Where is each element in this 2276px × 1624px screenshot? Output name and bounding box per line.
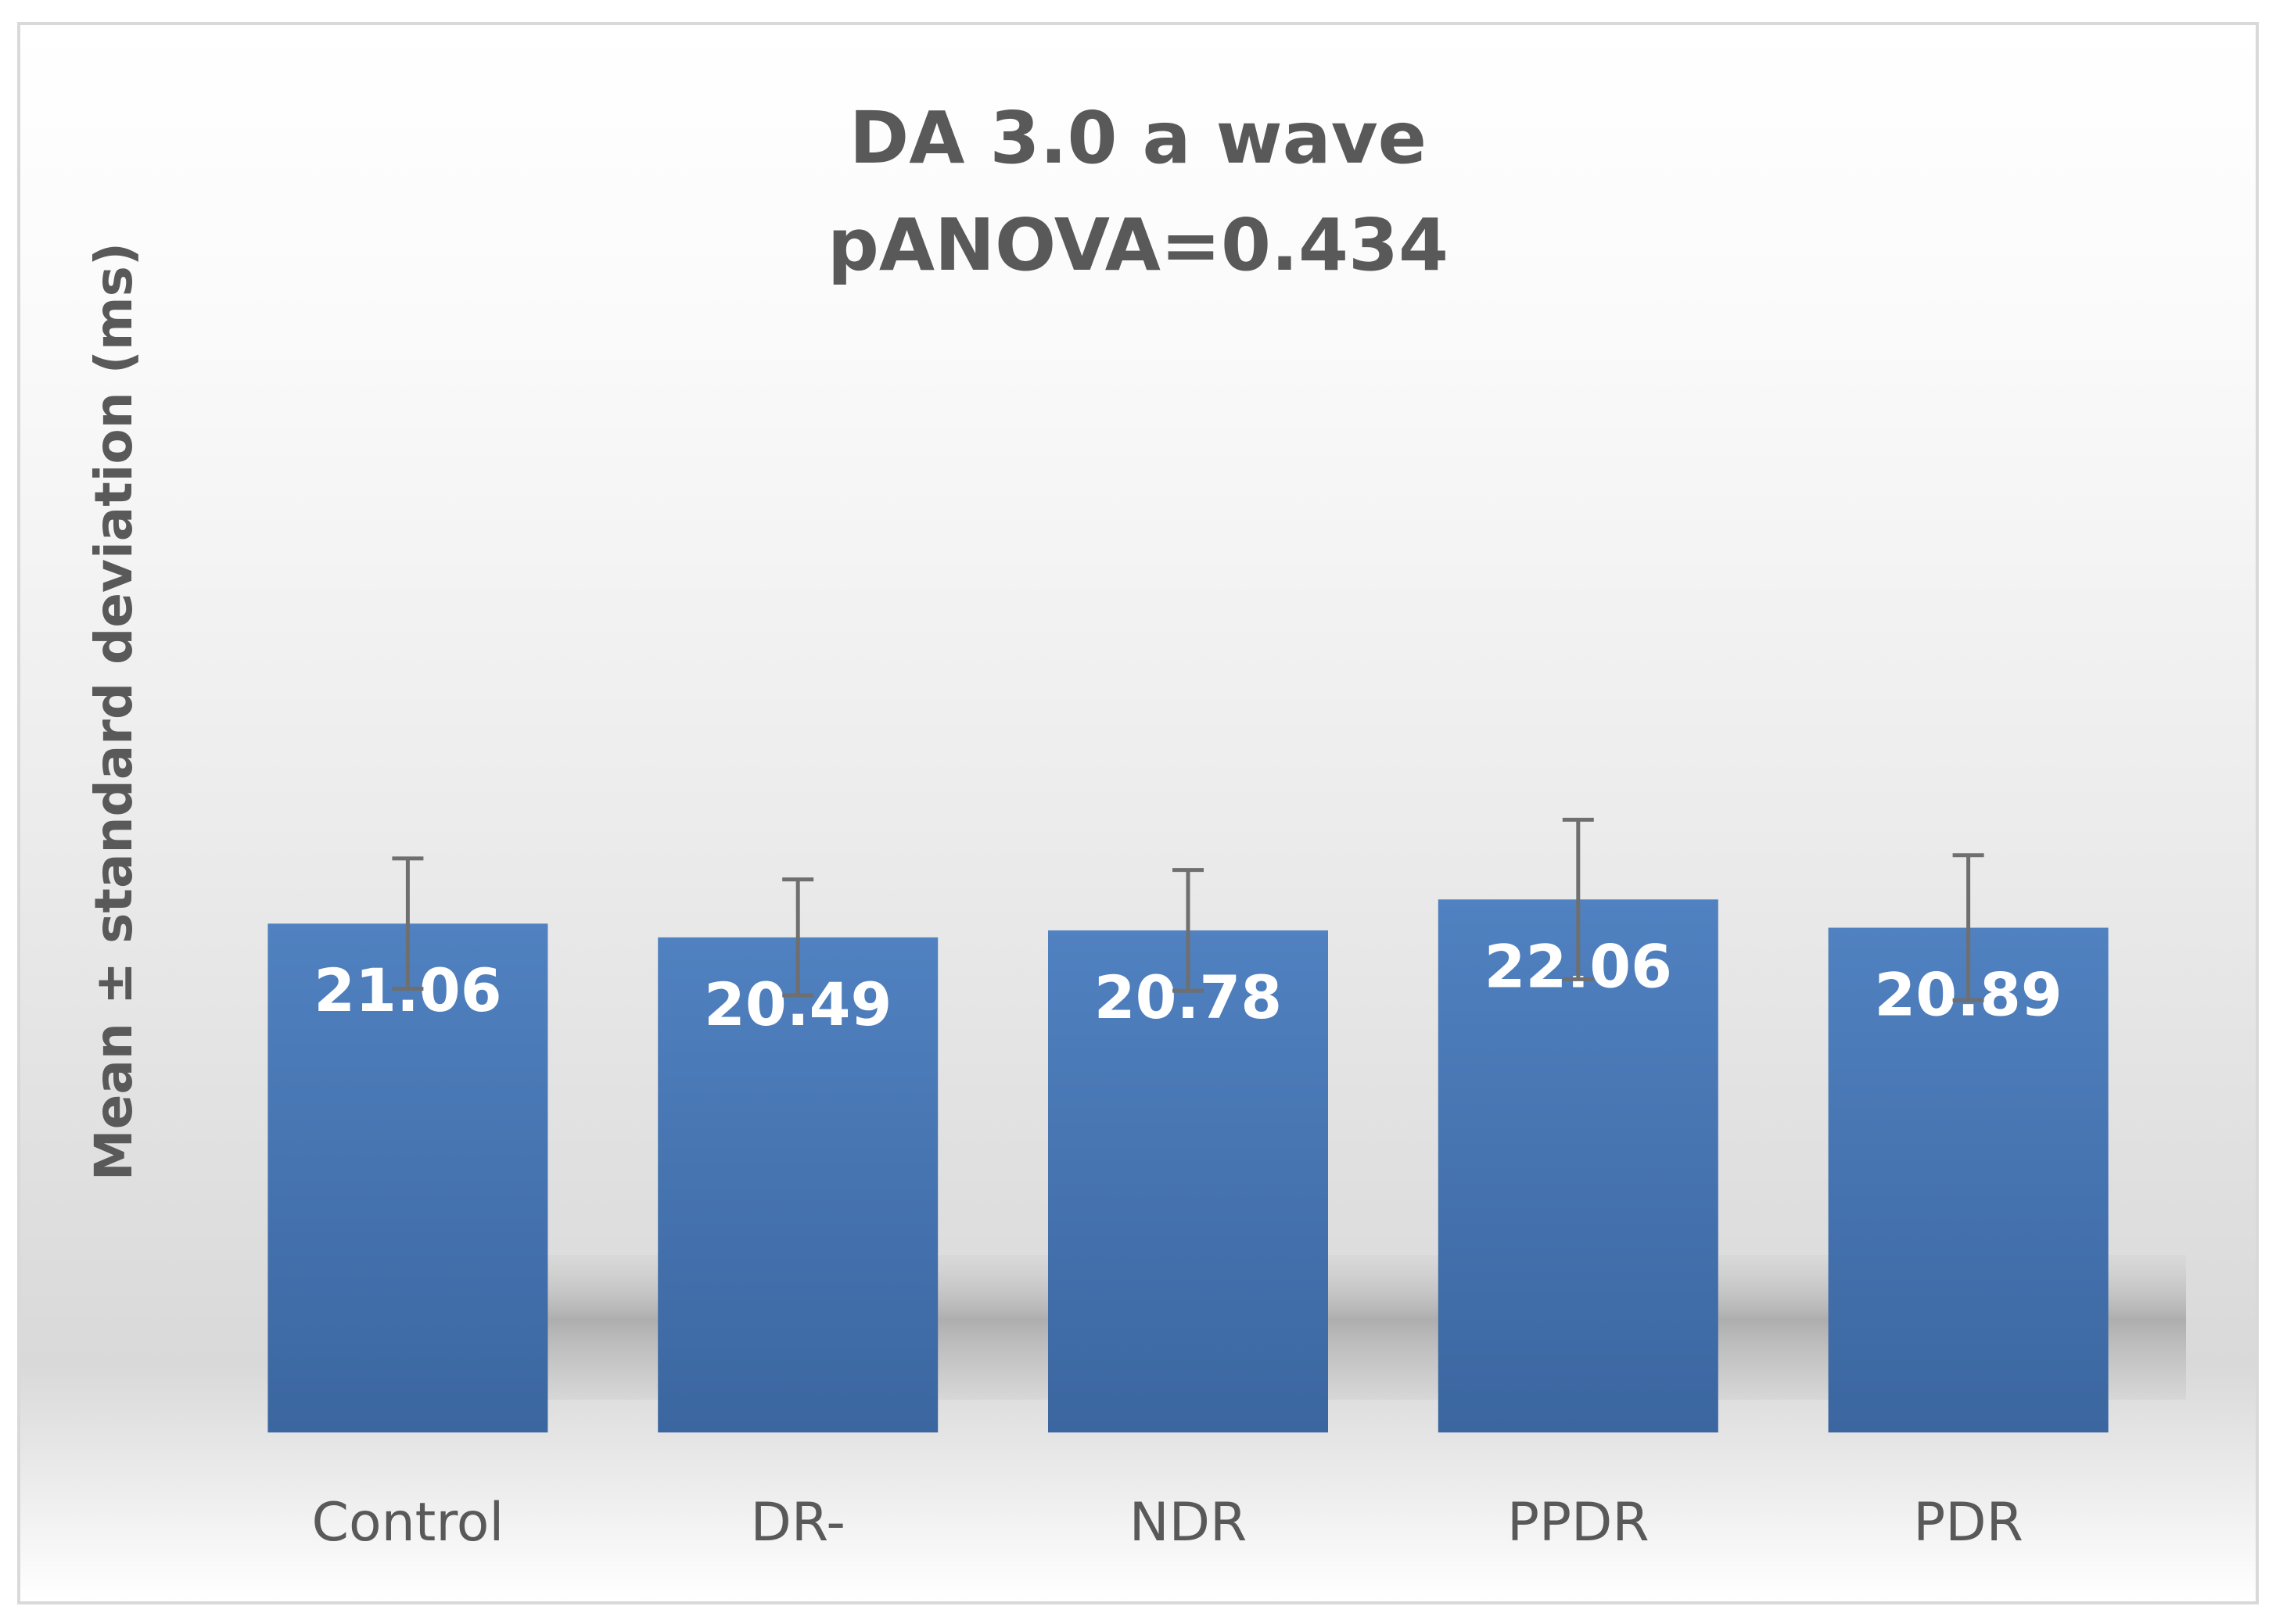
error-bar-4 — [1952, 853, 1984, 1002]
x-tick-label-3: PPDR — [1507, 1492, 1650, 1554]
x-tick-label-2: NDR — [1129, 1492, 1247, 1554]
x-tick-label-1: DR- — [751, 1492, 845, 1554]
bar-3 — [1438, 899, 1718, 1432]
error-bar-0 — [392, 856, 424, 991]
bar-2 — [1048, 930, 1328, 1432]
x-tick-label-0: Control — [311, 1492, 504, 1554]
error-bar-1 — [782, 877, 814, 998]
bar-1 — [658, 937, 939, 1432]
bars-layer — [267, 899, 2109, 1432]
chart-title: DA 3.0 a wave — [849, 96, 1427, 180]
x-tick-label-4: PDR — [1913, 1492, 2023, 1554]
bar-4 — [1828, 927, 2109, 1432]
bar-0 — [267, 923, 548, 1432]
error-bar-3 — [1562, 817, 1594, 981]
error-bars-layer — [392, 817, 1984, 1002]
y-axis-title: Mean ± standard deviation (ms) — [84, 242, 144, 1181]
error-bar-2 — [1172, 868, 1204, 993]
chart-subtitle: pANOVA=0.434 — [827, 203, 1449, 287]
x-tick-labels: Control DR- NDR PPDR PDR — [311, 1492, 2023, 1554]
